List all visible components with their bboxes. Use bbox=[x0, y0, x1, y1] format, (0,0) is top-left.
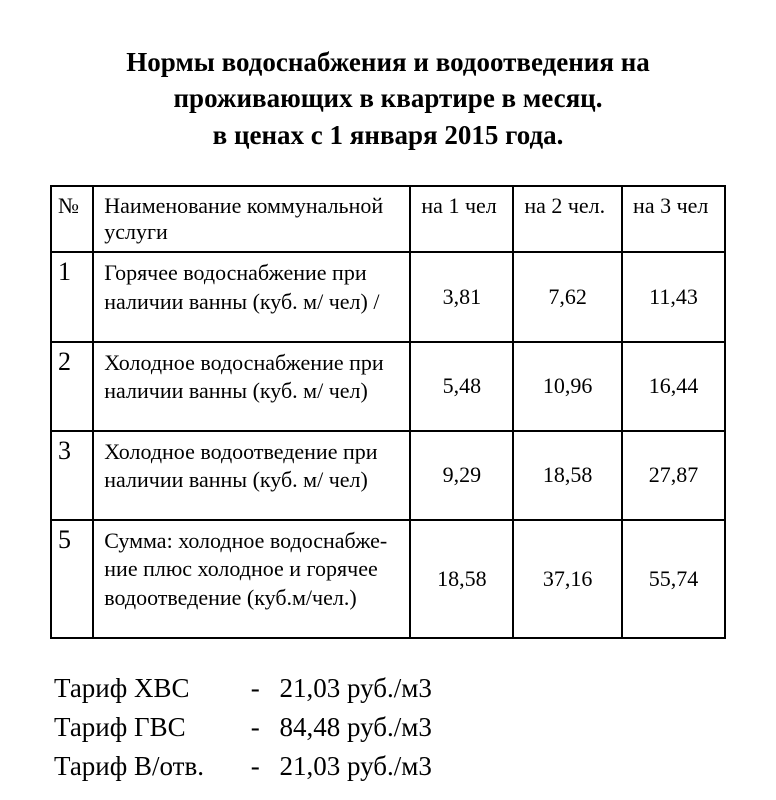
row-value-p1: 18,58 bbox=[410, 520, 513, 638]
title-line-3: в ценах с 1 января 2015 года. bbox=[213, 120, 564, 150]
tariff-value: 84,48 руб./м3 bbox=[280, 712, 432, 742]
row-value-p1: 5,48 bbox=[410, 342, 513, 431]
tariff-row: Тариф ХВС - 21,03 руб./м3 bbox=[54, 669, 726, 708]
document-title: Нормы водоснабжения и водоотведения на п… bbox=[50, 44, 726, 153]
table-row: 2 Холодное водоснабжение при наличии ван… bbox=[51, 342, 725, 431]
tariff-value: 21,03 руб./м3 bbox=[280, 673, 432, 703]
tariff-value: 21,03 руб./м3 bbox=[280, 751, 432, 781]
col-header-person2: на 2 чел. bbox=[513, 186, 622, 252]
tariff-row: Тариф В/отв. - 21,03 руб./м3 bbox=[54, 747, 726, 786]
row-value-p3: 11,43 bbox=[622, 252, 725, 341]
row-value-p3: 55,74 bbox=[622, 520, 725, 638]
row-value-p3: 27,87 bbox=[622, 431, 725, 520]
row-value-p2: 7,62 bbox=[513, 252, 622, 341]
title-line-2: проживающих в квартире в месяц. bbox=[174, 83, 603, 113]
row-value-p2: 18,58 bbox=[513, 431, 622, 520]
table-row: 3 Холодное водоотведение при наличии ван… bbox=[51, 431, 725, 520]
table-row: 1 Горячее водоснабжение при наличии ванн… bbox=[51, 252, 725, 341]
row-value-p1: 3,81 bbox=[410, 252, 513, 341]
row-service-name: Сумма: холодное водоснабже-ние плюс холо… bbox=[93, 520, 410, 638]
title-line-1: Нормы водоснабжения и водоотведения на bbox=[126, 47, 650, 77]
row-number: 2 bbox=[51, 342, 93, 431]
row-number: 1 bbox=[51, 252, 93, 341]
tariff-dash: - bbox=[251, 708, 273, 747]
tariff-label: Тариф В/отв. bbox=[54, 747, 244, 786]
col-header-person3: на 3 чел bbox=[622, 186, 725, 252]
norms-table: № Наименование коммунальной услуги на 1 … bbox=[50, 185, 726, 638]
col-header-name: Наименование коммунальной услуги bbox=[93, 186, 410, 252]
table-header-row: № Наименование коммунальной услуги на 1 … bbox=[51, 186, 725, 252]
tariff-label: Тариф ХВС bbox=[54, 669, 244, 708]
row-number: 3 bbox=[51, 431, 93, 520]
row-service-name: Холодное водоотведение при наличии ванны… bbox=[93, 431, 410, 520]
tariffs-section: Тариф ХВС - 21,03 руб./м3 Тариф ГВС - 84… bbox=[50, 669, 726, 786]
tariff-dash: - bbox=[251, 747, 273, 786]
col-header-person1: на 1 чел bbox=[410, 186, 513, 252]
col-header-number: № bbox=[51, 186, 93, 252]
row-value-p3: 16,44 bbox=[622, 342, 725, 431]
row-value-p1: 9,29 bbox=[410, 431, 513, 520]
row-service-name: Горячее водоснабжение при наличии ванны … bbox=[93, 252, 410, 341]
row-value-p2: 37,16 bbox=[513, 520, 622, 638]
row-service-name: Холодное водоснабжение при наличии ванны… bbox=[93, 342, 410, 431]
row-number: 5 bbox=[51, 520, 93, 638]
table-row: 5 Сумма: холодное водоснабже-ние плюс хо… bbox=[51, 520, 725, 638]
tariff-row: Тариф ГВС - 84,48 руб./м3 bbox=[54, 708, 726, 747]
row-value-p2: 10,96 bbox=[513, 342, 622, 431]
tariff-dash: - bbox=[251, 669, 273, 708]
tariff-label: Тариф ГВС bbox=[54, 708, 244, 747]
